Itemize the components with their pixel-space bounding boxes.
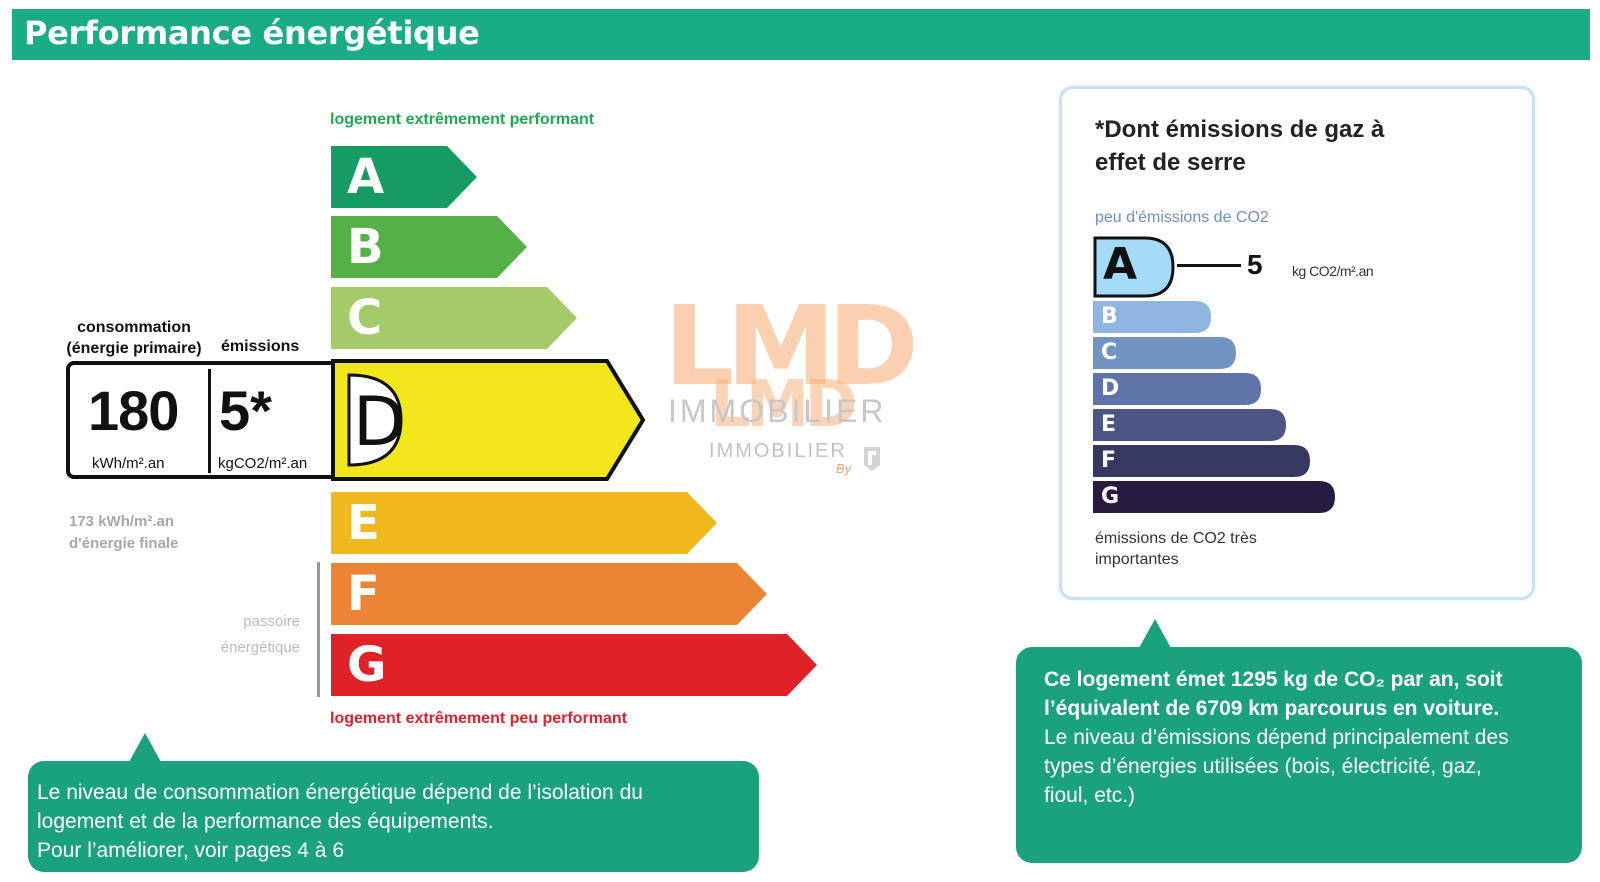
bubble-right-bold-line: l’équivalent de 6709 km parcourus en voi… bbox=[1044, 697, 1500, 720]
values-divider bbox=[208, 369, 211, 473]
page-title: Performance énergétique bbox=[24, 14, 480, 52]
emissions-unit: kgCO2/m².an bbox=[218, 455, 308, 472]
dpe-bottom-caption: logement extrêmement peu performant bbox=[330, 710, 627, 727]
bubble-left-line: logement et de la performance des équipe… bbox=[37, 810, 494, 833]
ges-unit: kg CO2/m².an bbox=[1292, 263, 1374, 279]
emissions-label: émissions bbox=[221, 338, 300, 355]
bubble-right-line: types d’énergies utilisées (bois, électr… bbox=[1044, 755, 1482, 778]
bubble-right-line: fioul, etc.) bbox=[1044, 784, 1136, 807]
ges-bar-f: F bbox=[1093, 445, 1310, 477]
consumption-label: consommation (énergie primaire) bbox=[66, 319, 202, 357]
dpe-bar-c: C bbox=[331, 287, 577, 349]
ges-bottom-caption: émissions de CO2 très importantes bbox=[1095, 530, 1257, 568]
emissions-info-bubble: Ce logement émet 1295 kg de CO₂ par an, … bbox=[1016, 647, 1582, 863]
final-energy-text: 173 kWh/m².an d'énergie finale bbox=[69, 511, 178, 555]
ges-bar-g: G bbox=[1093, 481, 1335, 513]
dpe-bar-b: B bbox=[331, 216, 527, 278]
consumption-value: 180 bbox=[88, 379, 179, 442]
watermark-brand-icon bbox=[862, 445, 882, 473]
ges-bar-c: C bbox=[1093, 337, 1236, 369]
ges-value-connector bbox=[1177, 264, 1241, 267]
dpe-bar-d-current: D bbox=[331, 359, 647, 486]
ges-bar-d: D bbox=[1093, 373, 1261, 405]
bubble-right-line: Le niveau d’émissions dépend principalem… bbox=[1044, 726, 1509, 749]
bubble-left-line: Pour l’améliorer, voir pages 4 à 6 bbox=[37, 839, 344, 862]
ges-letter-c: C bbox=[1101, 340, 1118, 365]
header-banner: Performance énergétique bbox=[12, 9, 1590, 60]
ges-bar-b: B bbox=[1093, 301, 1211, 333]
dpe-letter-e: E bbox=[347, 495, 380, 551]
watermark-by: By bbox=[836, 461, 852, 476]
ges-value: 5 bbox=[1247, 249, 1263, 280]
bubble-left-line: Le niveau de consommation énergétique dé… bbox=[37, 781, 643, 804]
ges-bar-a-current bbox=[1093, 236, 1175, 303]
ges-bar-e: E bbox=[1093, 409, 1286, 441]
dpe-letter-f: F bbox=[347, 566, 380, 622]
emissions-value: 5* bbox=[219, 379, 272, 442]
passoire-label: passoire énergétique bbox=[220, 613, 300, 656]
final-energy-label: d'énergie finale bbox=[69, 535, 179, 552]
watermark-text-large: IMMOBILIER bbox=[668, 393, 887, 429]
dpe-top-caption: logement extrêmement performant bbox=[330, 111, 595, 128]
ges-title: *Dont émissions de gaz à effet de serre bbox=[1095, 116, 1385, 176]
dpe-letter-g: G bbox=[347, 637, 387, 693]
consumption-unit: kWh/m².an bbox=[92, 455, 165, 472]
ges-top-caption: peu d'émissions de CO2 bbox=[1095, 209, 1269, 226]
bubble-right-pointer bbox=[1139, 619, 1171, 648]
dpe-bar-e: E bbox=[331, 492, 717, 554]
bubble-left-pointer bbox=[129, 733, 161, 762]
dpe-letter-a: A bbox=[347, 149, 385, 205]
watermark-text-small: IMMOBILIER bbox=[709, 440, 847, 462]
dpe-letter-c: C bbox=[347, 290, 383, 346]
bubble-right-bold-line: Ce logement émet 1295 kg de CO₂ par an, … bbox=[1044, 668, 1503, 691]
ges-letter-d: D bbox=[1101, 376, 1120, 401]
dpe-bar-a: A bbox=[331, 146, 477, 208]
dpe-letter-d: D bbox=[353, 383, 405, 462]
dpe-bar-g: G bbox=[331, 634, 817, 696]
ges-letter-g: G bbox=[1101, 484, 1120, 509]
ges-panel bbox=[1059, 86, 1535, 600]
ges-letter-e: E bbox=[1101, 412, 1117, 437]
dpe-letter-b: B bbox=[347, 219, 384, 275]
watermark-logo-big: LMD bbox=[664, 282, 919, 410]
final-energy-value: 173 kWh/m².an bbox=[69, 513, 175, 530]
consumption-info-bubble: Le niveau de consommation énergétique dé… bbox=[28, 761, 759, 872]
ges-letter-b: B bbox=[1101, 304, 1118, 329]
watermark-logo-small: LMD bbox=[710, 368, 858, 442]
dpe-bar-f: F bbox=[331, 563, 767, 625]
current-values-box bbox=[66, 361, 332, 479]
ges-letter-f: F bbox=[1101, 448, 1117, 473]
ges-letter-a: A bbox=[1103, 239, 1138, 290]
passoire-bracket bbox=[317, 562, 320, 697]
